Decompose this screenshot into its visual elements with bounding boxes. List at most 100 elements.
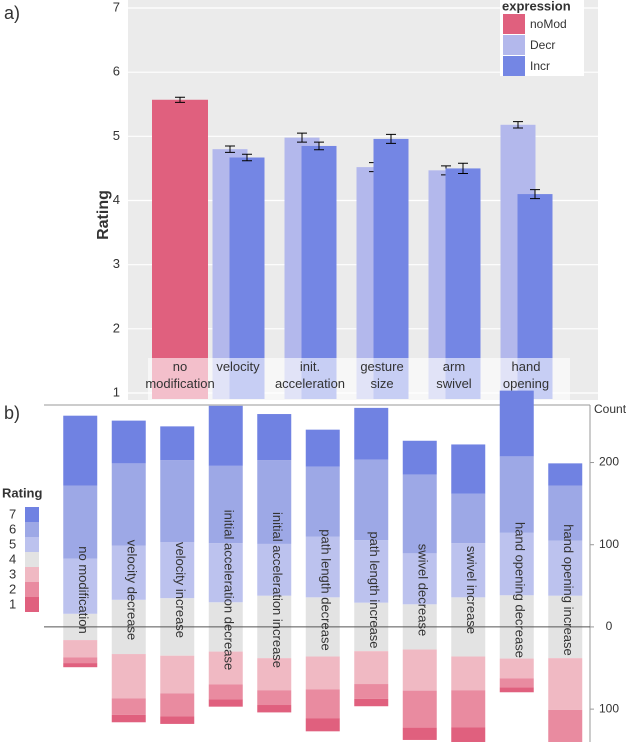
legend-title: expression — [502, 0, 571, 13]
bar-segment — [305, 656, 340, 690]
panel-label: a) — [4, 3, 20, 23]
error-bar — [513, 121, 523, 129]
bar-segment — [160, 655, 195, 694]
x-tick-label: path length increase — [367, 531, 382, 648]
bar-segment — [402, 690, 437, 728]
x-tick-label: init. acceleration — [275, 359, 345, 391]
x-tick-label-line: opening — [503, 376, 549, 391]
bar-segment — [111, 463, 146, 546]
x-tick-label-line: acceleration — [275, 376, 345, 391]
x-tick-label-line: init. — [300, 359, 320, 374]
y-tick-label: 200 — [599, 455, 619, 469]
bar-segment — [208, 465, 243, 544]
bar-segment — [111, 698, 146, 715]
bar — [373, 138, 409, 399]
bar-segment — [111, 420, 146, 464]
bar-segment — [499, 658, 534, 679]
x-tick-label: velocity — [216, 359, 260, 374]
bar-segment — [354, 698, 389, 707]
legend-swatch — [25, 567, 39, 582]
bar-segment — [402, 727, 437, 740]
bar-segment — [257, 705, 292, 713]
bar-segment — [451, 656, 486, 691]
legend-swatch — [25, 582, 39, 597]
x-tick-label: no modification — [76, 546, 91, 633]
x-tick-label: initial acceleration decrease — [221, 510, 236, 670]
bar-segment — [305, 718, 340, 732]
x-tick-label: velocity increase — [173, 542, 188, 638]
y-tick-label: 7 — [113, 0, 120, 14]
legend-label: 1 — [9, 596, 16, 611]
bar-segment — [548, 658, 583, 710]
y-tick-label: 1 — [113, 384, 120, 399]
bar — [301, 145, 337, 399]
legend-swatch — [25, 537, 39, 552]
legend-label: Incr — [530, 59, 550, 73]
x-tick-label: path length decrease — [318, 529, 333, 650]
x-tick-label-line: modification — [145, 376, 214, 391]
bar-segment — [548, 485, 583, 541]
bar-segment — [305, 429, 340, 467]
panel-label: b) — [4, 403, 20, 423]
bar-segment — [354, 407, 389, 460]
bar-segment — [548, 709, 583, 742]
y-axis-label: Count — [594, 402, 626, 416]
legend-label: 3 — [9, 566, 16, 581]
bar-segment — [451, 690, 486, 728]
bar-segment — [111, 714, 146, 723]
error-bar — [314, 141, 324, 151]
x-tick-label: arm swivel — [436, 359, 472, 391]
x-tick-label-line: arm — [443, 359, 465, 374]
bar-segment — [499, 390, 534, 457]
x-tick-label: velocity decrease — [124, 540, 139, 640]
x-tick-label: swivel decrease — [415, 544, 430, 637]
legend-label: 2 — [9, 581, 16, 596]
bar-segment — [160, 716, 195, 724]
y-tick-label: 100 — [599, 537, 619, 551]
legend-label: 6 — [9, 521, 16, 536]
bar — [152, 99, 208, 399]
y-tick-label: 3 — [113, 256, 120, 271]
bar-segment — [354, 459, 389, 541]
bar-segment — [111, 654, 146, 699]
bar-segment — [63, 640, 98, 658]
bar-segment — [451, 444, 486, 494]
bar-segment — [548, 540, 583, 596]
bar-segment — [160, 426, 195, 461]
bar-segment — [160, 460, 195, 543]
legend-label: 5 — [9, 536, 16, 551]
y-tick-label: 0 — [606, 619, 613, 633]
legend-label: 7 — [9, 506, 16, 521]
x-tick-label-line: velocity — [216, 359, 260, 374]
x-tick-label: hand opening increase — [561, 524, 576, 656]
bar-segment — [305, 536, 340, 598]
bar-segment — [499, 687, 534, 693]
bar-segment — [257, 543, 292, 596]
y-tick-label: 2 — [113, 320, 120, 335]
error-bar — [297, 132, 307, 143]
bar-segment — [160, 542, 195, 599]
bar-segment — [402, 553, 437, 605]
y-axis-label: Rating — [95, 190, 112, 240]
legend-swatch — [503, 14, 525, 34]
bar-segment — [354, 684, 389, 699]
error-bar — [225, 145, 235, 153]
bar-segment — [402, 440, 437, 475]
bar-segment — [63, 415, 98, 486]
error-bar — [175, 96, 185, 103]
bar-segment — [208, 651, 243, 685]
bar-segment — [354, 540, 389, 603]
x-tick-label-line: gesture — [360, 359, 403, 374]
legend-swatch — [503, 56, 525, 76]
bar-segment — [257, 460, 292, 544]
bar-segment — [499, 678, 534, 688]
bar-segment — [451, 727, 486, 742]
bar-segment — [160, 693, 195, 717]
error-bar — [458, 162, 468, 175]
bar-segment — [257, 690, 292, 706]
bar-segment — [111, 545, 146, 600]
x-tick-label: hand opening — [503, 359, 549, 391]
x-tick-label: initial acceleration increase — [270, 512, 285, 668]
legend-label: noMod — [530, 17, 567, 31]
